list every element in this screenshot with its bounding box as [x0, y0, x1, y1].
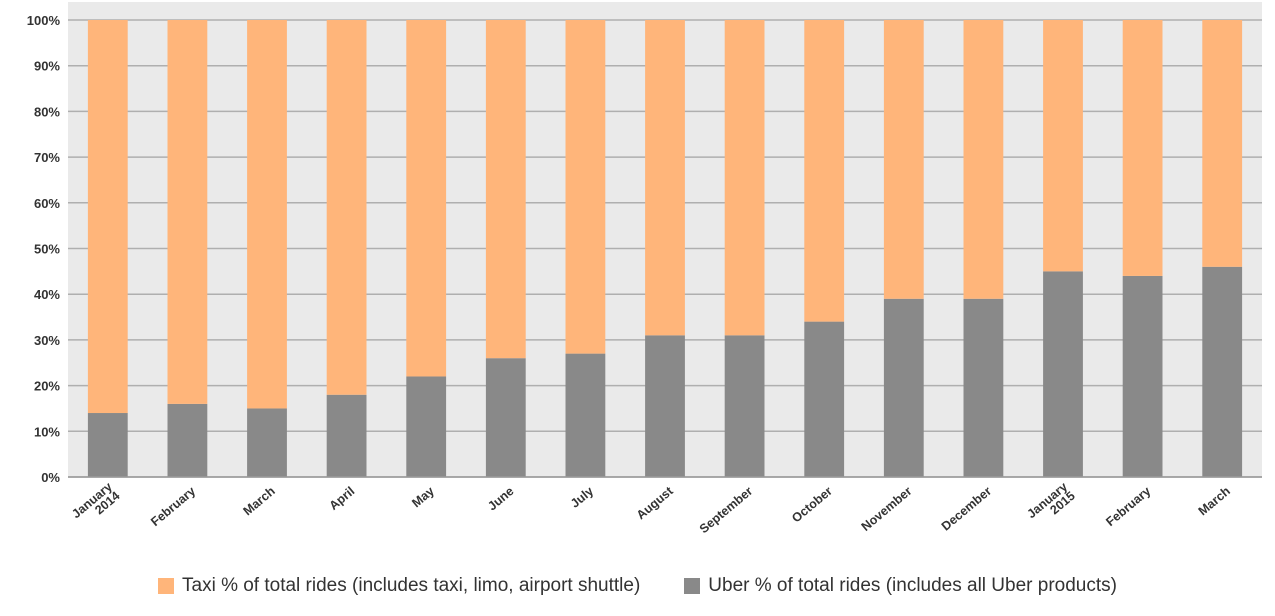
- y-tick-label: 80%: [34, 104, 60, 119]
- x-tick-text: September: [697, 484, 756, 536]
- x-tick-text: November: [859, 484, 915, 534]
- y-tick-label: 60%: [34, 196, 60, 211]
- x-tick-text: May: [409, 484, 437, 510]
- x-tick-label: August: [634, 483, 677, 522]
- x-tick-line: September: [697, 484, 756, 536]
- legend-swatch-uber: [684, 578, 701, 594]
- x-tick-label: September: [697, 484, 756, 536]
- bar-uber: [883, 298, 924, 477]
- x-tick-line: November: [859, 484, 915, 534]
- x-tick-text: January2014: [69, 480, 122, 531]
- bar-uber: [963, 298, 1004, 477]
- x-tick-line: October: [789, 484, 835, 526]
- bar-taxi: [326, 20, 367, 395]
- y-tick-label: 20%: [34, 379, 60, 394]
- bar-uber: [565, 353, 606, 477]
- bar-taxi: [406, 20, 447, 377]
- x-tick-label: January2015: [1024, 480, 1077, 531]
- x-tick-text: June: [485, 484, 516, 514]
- x-tick-label: December: [939, 484, 994, 534]
- bar-uber: [804, 321, 845, 477]
- bar-uber: [247, 408, 287, 477]
- x-tick-label: March: [241, 484, 278, 518]
- x-tick-text: October: [789, 484, 835, 526]
- bar-taxi: [485, 20, 526, 359]
- x-tick-text: January2015: [1024, 480, 1077, 531]
- x-tick-label: April: [327, 484, 358, 513]
- x-tick-line: June: [485, 484, 516, 514]
- bar-taxi: [883, 20, 924, 299]
- x-tick-label: July: [568, 484, 596, 511]
- x-tick-line: March: [1196, 484, 1233, 518]
- y-tick-label: 50%: [34, 242, 60, 257]
- legend-item-uber: Uber % of total rides (includes all Uber…: [684, 575, 1117, 597]
- x-tick-line: May: [409, 484, 437, 510]
- bar-uber: [645, 335, 685, 477]
- x-tick-text: March: [1196, 484, 1233, 518]
- bar-uber: [167, 403, 208, 477]
- x-tick-label: February: [1103, 484, 1153, 529]
- bar-uber: [1122, 275, 1163, 477]
- bar-taxi: [804, 20, 845, 322]
- bar-taxi: [963, 20, 1004, 299]
- y-tick-label: 30%: [34, 333, 60, 348]
- x-tick-label: June: [485, 484, 516, 514]
- x-tick-text: July: [568, 484, 596, 511]
- y-tick-label: 10%: [34, 424, 60, 439]
- x-tick-line: August: [634, 483, 677, 522]
- x-tick-line: February: [148, 484, 198, 529]
- bar-taxi: [1043, 20, 1083, 272]
- bar-taxi: [1122, 20, 1163, 276]
- bar-taxi: [645, 20, 685, 336]
- x-tick-label: November: [859, 484, 915, 534]
- x-tick-line: July: [568, 484, 596, 511]
- y-tick-label: 90%: [34, 59, 60, 74]
- bar-taxi: [247, 20, 287, 409]
- x-tick-label: October: [789, 484, 835, 526]
- bar-taxi: [724, 20, 765, 336]
- x-tick-text: March: [241, 484, 278, 518]
- legend-label-uber: Uber % of total rides (includes all Uber…: [708, 575, 1117, 596]
- x-tick-text: February: [1103, 484, 1153, 529]
- bar-uber: [87, 413, 128, 477]
- x-tick-text: April: [327, 484, 358, 513]
- x-tick-text: August: [634, 483, 677, 522]
- legend: Taxi % of total rides (includes taxi, li…: [0, 575, 1275, 597]
- bar-uber: [485, 358, 526, 477]
- x-tick-label: February: [148, 484, 198, 529]
- bar-taxi: [87, 20, 128, 414]
- y-tick-label: 70%: [34, 150, 60, 165]
- legend-swatch-taxi: [158, 578, 174, 594]
- bar-taxi: [167, 20, 208, 404]
- bar-uber: [406, 376, 447, 477]
- bar-taxi: [565, 20, 606, 354]
- x-tick-label: January2014: [69, 480, 122, 531]
- x-tick-line: March: [241, 484, 278, 518]
- bar-taxi: [1202, 20, 1243, 267]
- x-tick-label: March: [1196, 484, 1233, 518]
- x-tick-label: May: [409, 484, 437, 510]
- bar-uber: [1202, 266, 1243, 477]
- x-tick-line: April: [327, 484, 358, 513]
- bar-uber: [1043, 271, 1083, 477]
- legend-label-taxi: Taxi % of total rides (includes taxi, li…: [182, 575, 641, 596]
- x-tick-line: December: [939, 484, 994, 534]
- x-tick-text: December: [939, 484, 994, 534]
- x-tick-text: February: [148, 484, 198, 529]
- y-tick-label: 0%: [41, 470, 60, 485]
- bar-uber: [724, 335, 765, 477]
- bar-uber: [326, 394, 367, 477]
- y-tick-label: 100%: [27, 13, 61, 28]
- legend-item-taxi: Taxi % of total rides (includes taxi, li…: [158, 575, 640, 597]
- x-tick-line: February: [1103, 484, 1153, 529]
- y-tick-label: 40%: [34, 287, 60, 302]
